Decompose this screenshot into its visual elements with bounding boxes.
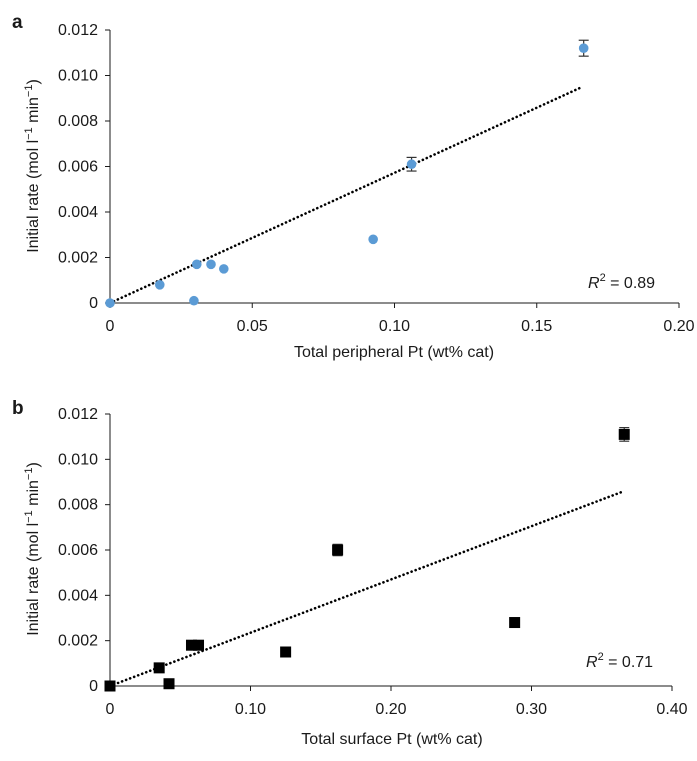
data-point xyxy=(618,428,630,440)
panel-a-label: a xyxy=(12,12,23,33)
data-point xyxy=(153,662,165,674)
panel-b-points xyxy=(104,427,630,692)
panel-a-r2: R2 = 0.89 xyxy=(588,272,655,292)
data-point xyxy=(219,264,229,274)
data-point xyxy=(206,259,216,270)
y-tick-label: 0.006 xyxy=(58,159,98,176)
x-tick-label: 0.30 xyxy=(516,701,547,718)
data-point xyxy=(191,259,202,270)
data-point xyxy=(154,280,165,290)
y-tick-label: 0.008 xyxy=(58,497,98,514)
panel-b-r2: R2 = 0.71 xyxy=(586,651,653,671)
data-point xyxy=(189,295,199,306)
data-point xyxy=(105,298,115,308)
panel-a-fit-line xyxy=(108,85,584,305)
panel-b-label: b xyxy=(12,398,24,419)
y-tick-label: 0.004 xyxy=(58,204,98,221)
x-tick-label: 0.20 xyxy=(375,701,406,718)
data-point xyxy=(368,234,378,245)
data-point xyxy=(193,639,205,651)
data-point xyxy=(163,678,175,690)
data-point xyxy=(185,639,197,651)
y-tick-label: 0.008 xyxy=(58,113,98,130)
panel-b-axes xyxy=(109,414,672,687)
data-point xyxy=(332,544,344,556)
panel-a-y-ticks: 0 0.002 0.004 0.006 0.008 0.010 0.012 xyxy=(58,22,110,312)
panel-a-axes xyxy=(109,30,679,304)
data-point xyxy=(406,159,417,170)
x-tick-label: 0.05 xyxy=(237,318,268,335)
y-tick-label: 0.012 xyxy=(58,22,98,39)
y-tick-label: 0.002 xyxy=(58,250,98,267)
panel-a-x-axis-title: Total peripheral Pt (wt% cat) xyxy=(294,344,494,361)
y-tick-label: 0.012 xyxy=(58,406,98,423)
panel-a-y-axis-title: Initial rate (mol l−1 min−1) xyxy=(23,79,42,253)
x-tick-label: 0.15 xyxy=(521,318,552,335)
y-tick-label: 0.010 xyxy=(58,451,98,468)
panel-a-points xyxy=(105,39,589,308)
y-tick-label: 0 xyxy=(89,678,98,695)
data-point xyxy=(578,43,589,53)
y-tick-label: 0.006 xyxy=(58,542,98,559)
data-point xyxy=(280,646,292,658)
x-tick-label: 0.10 xyxy=(379,318,410,335)
panel-b-fit-line xyxy=(108,489,626,688)
panel-a-x-ticks: 0 0.05 0.10 0.15 0.20 xyxy=(106,303,695,335)
panel-b-y-axis-title: Initial rate (mol l−1 min−1) xyxy=(23,462,42,636)
trend-line xyxy=(108,85,584,305)
y-tick-label: 0.004 xyxy=(58,587,98,604)
data-point xyxy=(104,680,116,692)
panel-b-x-ticks: 0 0.10 0.20 0.30 0.40 xyxy=(106,686,688,718)
trend-line xyxy=(108,489,626,688)
panel-b-x-axis-title: Total surface Pt (wt% cat) xyxy=(301,731,482,748)
data-point xyxy=(509,617,521,629)
x-tick-label: 0 xyxy=(106,701,115,718)
y-tick-label: 0 xyxy=(89,295,98,312)
x-tick-label: 0.20 xyxy=(663,318,694,335)
y-tick-label: 0.002 xyxy=(58,633,98,650)
x-tick-label: 0.40 xyxy=(656,701,687,718)
x-tick-label: 0 xyxy=(106,318,115,335)
x-tick-label: 0.10 xyxy=(235,701,266,718)
panel-b-y-ticks: 0 0.002 0.004 0.006 0.008 0.010 0.012 xyxy=(58,406,110,695)
y-tick-label: 0.010 xyxy=(58,68,98,85)
